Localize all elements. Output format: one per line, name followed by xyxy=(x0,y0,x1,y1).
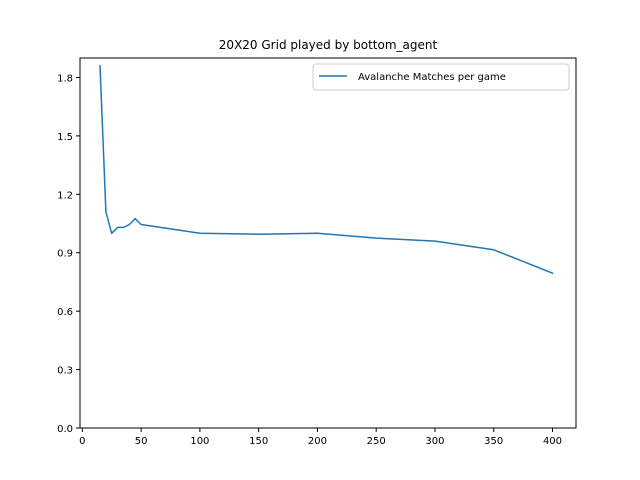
x-tick-label: 200 xyxy=(308,436,327,447)
legend: Avalanche Matches per game xyxy=(312,63,570,91)
y-tick-label: 1.8 xyxy=(57,73,73,84)
series-group xyxy=(99,65,554,275)
y-tick-label: 0.0 xyxy=(57,424,73,435)
legend-box xyxy=(312,63,570,91)
x-tick-label: 250 xyxy=(367,436,386,447)
x-axis: 0 50 100 150 200 250 300 350 400 xyxy=(79,428,562,447)
y-axis: 0.0 0.3 0.6 0.9 1.2 1.5 1.8 xyxy=(57,73,80,435)
y-tick-label: 0.6 xyxy=(57,307,73,318)
x-tick-label: 300 xyxy=(425,436,444,447)
y-tick-label: 1.5 xyxy=(57,132,73,143)
x-tick-label: 0 xyxy=(79,436,85,447)
x-tick-label: 400 xyxy=(543,436,562,447)
chart-title: 20X20 Grid played by bottom_agent xyxy=(219,38,438,52)
x-tick-label: 100 xyxy=(190,436,209,447)
x-tick-label: 150 xyxy=(249,436,268,447)
y-tick-label: 0.3 xyxy=(57,366,73,377)
axes-frame xyxy=(79,57,577,429)
y-tick-label: 1.2 xyxy=(57,190,73,201)
x-tick-label: 50 xyxy=(135,436,148,447)
x-tick-label: 350 xyxy=(484,436,503,447)
y-tick-label: 0.9 xyxy=(57,249,73,260)
legend-label: Avalanche Matches per game xyxy=(358,72,506,83)
